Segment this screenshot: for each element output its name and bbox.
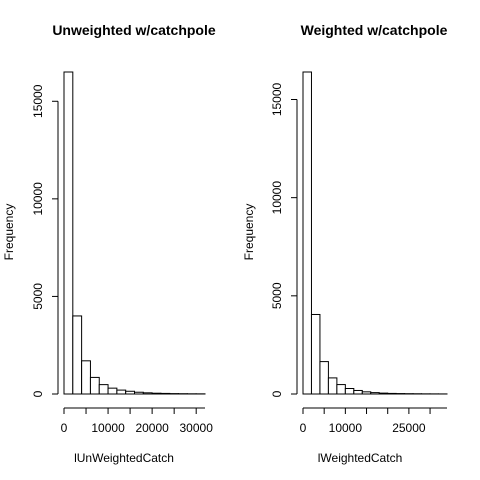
- y-tick-label: 0: [31, 390, 45, 397]
- x-axis-label: lUnWeightedCatch: [74, 451, 174, 465]
- y-axis: 0 5000 10000 15000: [270, 82, 298, 397]
- bar-group: [63, 71, 206, 395]
- histogram-bar: [134, 391, 144, 395]
- bar-group: [302, 71, 448, 395]
- histogram-bar: [327, 377, 338, 395]
- histogram-bar: [310, 313, 321, 395]
- histogram-bar: [125, 390, 136, 395]
- x-axis: 0 10000 25000: [300, 407, 447, 435]
- histogram-bar: [151, 392, 162, 395]
- y-tick-label: 10000: [31, 182, 45, 216]
- weighted-histogram-panel: Weighted w/catchpole lWeightedCatch Freq…: [242, 22, 448, 465]
- histogram-bar: [336, 384, 346, 395]
- x-tick-label: 0: [300, 421, 307, 435]
- histogram-bar: [116, 389, 127, 395]
- histogram-bar: [81, 360, 91, 395]
- panel-title: Weighted w/catchpole: [301, 22, 448, 38]
- y-axis-label: Frequency: [2, 204, 16, 261]
- x-tick-label: 10000: [329, 421, 363, 435]
- histogram-bar: [98, 384, 109, 395]
- x-tick-label: 20000: [135, 421, 169, 435]
- y-axis: 0 5000 10000 15000: [31, 84, 59, 397]
- x-tick-label: 0: [61, 421, 68, 435]
- histogram-bar: [142, 392, 153, 395]
- x-tick-label: 30000: [180, 421, 214, 435]
- histogram-bar: [89, 376, 100, 395]
- histogram-bar: [344, 388, 355, 395]
- y-tick-label: 15000: [270, 82, 284, 116]
- histogram-bar: [370, 392, 380, 395]
- histogram-bar: [160, 392, 171, 395]
- x-axis-label: lWeightedCatch: [318, 451, 403, 465]
- y-tick-label: 15000: [31, 84, 45, 118]
- histogram-bar: [387, 392, 397, 395]
- histogram-bar: [63, 71, 74, 395]
- x-tick-label: 25000: [392, 421, 426, 435]
- histogram-bar: [361, 391, 372, 395]
- x-axis: 0 10000 20000 30000: [61, 407, 214, 435]
- y-tick-label: 0: [270, 390, 284, 397]
- histogram-bar: [353, 389, 363, 395]
- y-tick-label: 10000: [270, 181, 284, 215]
- y-tick-label: 5000: [31, 283, 45, 310]
- histogram-bar: [302, 71, 312, 395]
- histogram-bar: [319, 361, 329, 395]
- y-tick-label: 5000: [270, 282, 284, 309]
- unweighted-histogram-panel: Unweighted w/catchpole lUnWeightedCatch …: [2, 22, 216, 465]
- panel-title: Unweighted w/catchpole: [52, 22, 216, 38]
- histogram-bar: [72, 315, 83, 395]
- histogram-bar: [107, 387, 118, 395]
- x-tick-label: 10000: [91, 421, 125, 435]
- histogram-bar: [378, 392, 389, 395]
- y-axis-label: Frequency: [242, 204, 256, 261]
